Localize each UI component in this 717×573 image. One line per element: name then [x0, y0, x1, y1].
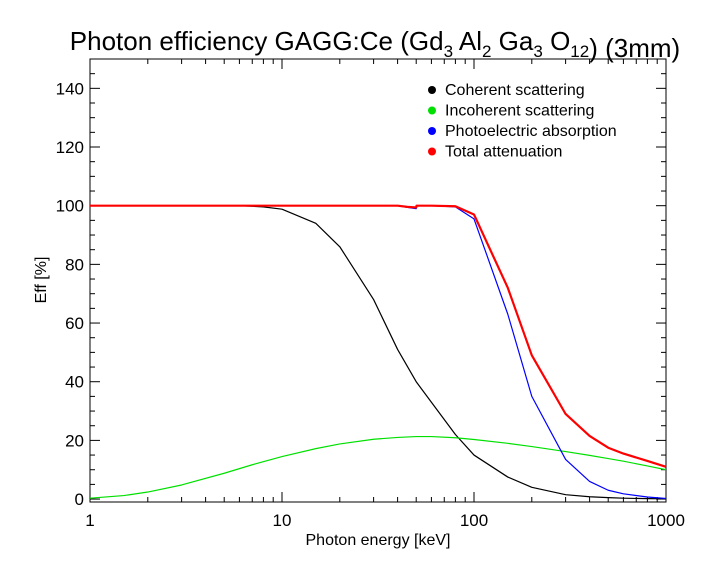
title-element: O	[543, 26, 570, 56]
y-tick-label: 20	[65, 431, 84, 450]
chart-title: Photon efficiency GAGG:Ce (Gd3 Al2 Ga3 O…	[70, 26, 680, 63]
title-suffix: ) (3mm)	[589, 33, 680, 63]
legend-marker	[428, 147, 436, 156]
y-tick-labels: 0 20 40 60 80 100 120 140	[56, 79, 84, 509]
series-line-total-attenuation	[90, 204, 667, 468]
series-line-incoherent-scattering	[89, 435, 667, 499]
x-tick-label: 10	[273, 511, 292, 530]
legend-marker	[428, 127, 436, 135]
legend-label: Coherent scattering	[445, 82, 585, 99]
y-axis-label: Eff [%]	[33, 257, 50, 304]
series-line-coherent-scattering	[90, 205, 667, 500]
y-tick-label: 120	[56, 138, 84, 157]
y-tick-label: 140	[56, 79, 84, 98]
title-subscript: 3	[533, 42, 542, 61]
y-tick-label: 0	[75, 490, 84, 509]
title-subscript: 12	[570, 42, 589, 61]
x-axis-label: Photon energy [keV]	[306, 532, 451, 549]
legend: Coherent scattering Incoherent scattering…	[428, 82, 617, 161]
title-element: Gd	[409, 26, 444, 56]
legend-marker	[428, 106, 436, 115]
legend-marker	[428, 86, 436, 94]
plot-frame	[89, 58, 667, 503]
y-tick-label: 60	[65, 314, 84, 333]
y-tick-label: 40	[65, 373, 84, 392]
x-tick-labels: 1 10 100 1000	[85, 511, 685, 530]
legend-label: Total attenuation	[445, 144, 562, 161]
series-lines	[89, 204, 667, 500]
title-element: Ga	[491, 26, 533, 56]
legend-label: Photoelectric absorption	[445, 123, 617, 140]
x-tick-label: 100	[460, 511, 488, 530]
title-text: Photon efficiency GAGG:Ce (	[70, 26, 409, 56]
y-tick-label: 100	[56, 197, 84, 216]
title-subscript: 2	[482, 42, 491, 61]
axis-ticks	[89, 59, 667, 502]
y-tick-label: 80	[65, 255, 84, 274]
title-subscript: 3	[444, 42, 453, 61]
x-tick-label: 1	[85, 511, 94, 530]
x-tick-label: 1000	[647, 511, 685, 530]
title-element: Al	[453, 26, 482, 56]
series-line-photoelectric-absorption	[90, 205, 667, 500]
legend-label: Incoherent scattering	[445, 103, 594, 120]
